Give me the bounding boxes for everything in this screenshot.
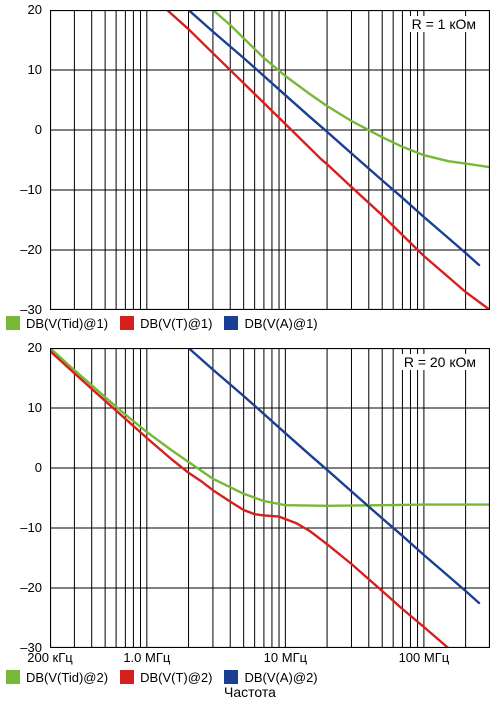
chart-panel-p2	[50, 348, 490, 648]
x-tick-label: 100 МГц	[399, 650, 450, 665]
y-tick-label: 20	[0, 2, 42, 17]
bode-plot-figure: –30–20–1001020R = 1 кОм–30–20–1001020R =…	[0, 0, 500, 701]
legend-label: DB(V(A)@2)	[244, 670, 317, 685]
x-tick-label: 10 МГц	[264, 650, 307, 665]
legend-label: DB(V(T)@1)	[140, 316, 212, 331]
legend-swatch	[224, 316, 238, 330]
y-tick-label: 10	[0, 400, 42, 415]
x-tick-label: 1.0 МГц	[123, 650, 170, 665]
legend-item: DB(V(A)@1)	[224, 316, 317, 331]
legend-item: DB(V(T)@1)	[120, 316, 212, 331]
panel-annotation: R = 1 кОм	[408, 16, 480, 32]
series-line	[189, 348, 479, 603]
y-tick-label: 0	[0, 460, 42, 475]
legend-label: DB(V(T)@2)	[140, 670, 212, 685]
chart-svg	[50, 10, 490, 310]
legend-label: DB(V(Tid)@1)	[26, 316, 108, 331]
legend-swatch	[120, 670, 134, 684]
chart-svg	[50, 348, 490, 648]
legend-label: DB(V(Tid)@2)	[26, 670, 108, 685]
y-tick-label: –20	[0, 580, 42, 595]
chart-panel-p1	[50, 10, 490, 310]
legend-swatch	[6, 670, 20, 684]
legend-item: DB(V(T)@2)	[120, 670, 212, 685]
legend-swatch	[224, 670, 238, 684]
panel-annotation: R = 20 кОм	[400, 354, 480, 370]
y-tick-label: –20	[0, 242, 42, 257]
series-line	[189, 10, 479, 265]
y-tick-label: 20	[0, 340, 42, 355]
series-line	[50, 351, 448, 648]
legend-swatch	[120, 316, 134, 330]
y-tick-label: –10	[0, 182, 42, 197]
legend-swatch	[6, 316, 20, 330]
y-tick-label: 10	[0, 62, 42, 77]
x-axis-title: Частота	[0, 684, 500, 700]
legend-item: DB(V(Tid)@1)	[6, 316, 108, 331]
x-tick-label: 200 кГц	[27, 650, 72, 665]
legend-item: DB(V(Tid)@2)	[6, 670, 108, 685]
legend-item: DB(V(A)@2)	[224, 670, 317, 685]
legend-row: DB(V(Tid)@1) DB(V(T)@1) DB(V(A)@1)	[0, 312, 500, 334]
legend-label: DB(V(A)@1)	[244, 316, 317, 331]
y-tick-label: –10	[0, 520, 42, 535]
y-tick-label: 0	[0, 122, 42, 137]
